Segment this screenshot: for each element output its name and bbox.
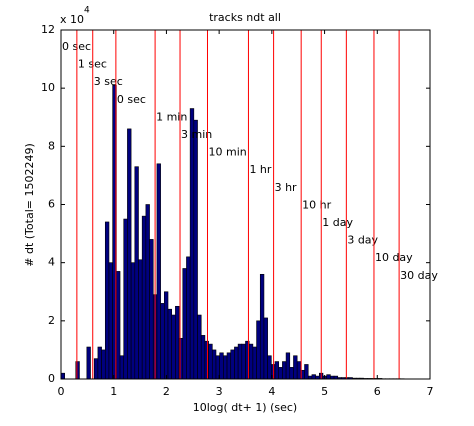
y-tick-label: 0	[48, 372, 55, 385]
bar	[293, 355, 298, 380]
bar	[186, 256, 191, 380]
x-axis-label: 10log( dt+ 1) (sec)	[193, 401, 297, 414]
bar	[108, 262, 113, 380]
annotation-label: 3 min	[181, 128, 212, 141]
bar	[282, 361, 287, 380]
bar	[101, 349, 106, 380]
y-tick-label: 2	[48, 314, 55, 327]
bar	[175, 305, 180, 380]
bar	[223, 355, 228, 380]
x-tick-label: 2	[163, 385, 170, 398]
y-multiplier: x 10	[60, 13, 84, 26]
y-tick-label: 8	[48, 139, 55, 152]
bar	[200, 335, 206, 380]
bar	[248, 343, 254, 380]
bar	[256, 320, 261, 380]
annotation-label: 3 sec	[94, 75, 123, 88]
chart-title: tracks ndt all	[209, 11, 281, 24]
bar	[296, 361, 302, 380]
bar	[278, 367, 283, 380]
bar	[145, 204, 150, 380]
bar	[156, 163, 161, 380]
bar	[259, 273, 265, 380]
bar	[167, 308, 172, 380]
annotation-label: 3 day	[347, 234, 378, 247]
annotation-label: 10 min	[208, 146, 246, 159]
y-tick-label: 6	[48, 198, 55, 211]
annotation-label: 1 min	[156, 110, 187, 123]
bar	[149, 239, 154, 380]
x-tick-label: 5	[321, 385, 328, 398]
bar	[104, 221, 110, 380]
bar	[160, 303, 165, 380]
y-tick-label: 12	[41, 23, 55, 36]
bar	[134, 166, 139, 380]
annotation-label: 1 hr	[249, 163, 271, 176]
annotation-label: 10 day	[375, 251, 413, 264]
bar	[208, 343, 213, 380]
bar	[289, 367, 294, 380]
bar	[123, 218, 128, 380]
bar	[285, 352, 291, 380]
bar	[97, 346, 102, 380]
y-tick-label: 4	[48, 256, 55, 269]
bar	[311, 374, 316, 380]
bar	[127, 128, 132, 380]
bar	[211, 349, 217, 380]
y-multiplier-exponent: 4	[84, 6, 90, 16]
bar	[219, 352, 224, 380]
x-tick-label: 4	[268, 385, 275, 398]
bar	[86, 346, 91, 380]
bar	[138, 259, 143, 380]
annotation-label: 10 hr	[302, 198, 331, 211]
bar	[182, 268, 187, 380]
x-tick-label: 0	[58, 385, 65, 398]
bar	[326, 374, 331, 380]
x-tick-label: 3	[216, 385, 223, 398]
bar	[189, 108, 195, 380]
bar	[241, 343, 246, 380]
bar	[263, 317, 268, 380]
bar	[274, 361, 280, 380]
bar	[141, 215, 147, 380]
bar	[171, 314, 176, 380]
bar	[75, 361, 80, 380]
bar	[164, 291, 169, 380]
bar	[226, 352, 232, 380]
bar	[130, 262, 136, 380]
y-axis-label: # dt (Total= 1502249)	[23, 143, 36, 266]
bar	[193, 119, 198, 380]
bar	[119, 355, 125, 380]
annotation-label: 30 day	[400, 269, 438, 282]
bar	[234, 346, 239, 380]
bar	[230, 349, 235, 380]
x-tick-label: 1	[110, 385, 117, 398]
bar	[93, 358, 99, 380]
annotation-label: 3 hr	[275, 181, 297, 194]
bar	[252, 346, 257, 380]
bar	[116, 271, 121, 380]
bar	[267, 355, 272, 380]
x-tick-label: 7	[427, 385, 434, 398]
bar	[237, 343, 243, 380]
bar	[197, 314, 202, 380]
y-tick-label: 10	[41, 81, 55, 94]
x-tick-label: 6	[374, 385, 381, 398]
bar	[304, 364, 309, 380]
annotation-label: 0 sec	[117, 93, 146, 106]
annotation-label: 1 day	[322, 216, 353, 229]
bar	[204, 340, 209, 380]
bar	[60, 372, 65, 380]
